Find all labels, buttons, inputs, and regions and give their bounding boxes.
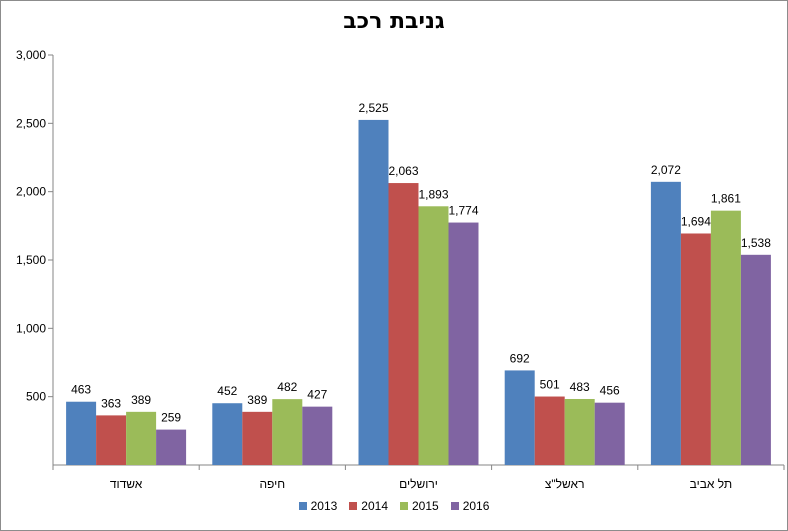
x-tick-label: ירושלים (399, 477, 438, 491)
bar-2014 (534, 396, 565, 465)
data-label: 1,694 (681, 214, 711, 228)
bar-2016 (156, 429, 187, 465)
legend-label: 2014 (361, 499, 388, 513)
bar-2016 (594, 402, 625, 465)
bar-2013 (212, 403, 243, 465)
data-label: 1,774 (448, 204, 478, 218)
y-tick-label: 3,000 (16, 48, 46, 62)
data-label: 482 (277, 380, 297, 394)
legend-swatch (400, 502, 408, 510)
bar-2016 (448, 222, 479, 465)
data-label: 463 (71, 383, 91, 397)
data-label: 389 (131, 393, 151, 407)
bar-2014 (242, 411, 273, 465)
bar-2013 (66, 401, 97, 465)
data-label: 1,538 (741, 236, 771, 250)
legend-swatch (450, 502, 459, 510)
bar-2014 (680, 233, 711, 465)
data-label: 1,861 (711, 192, 741, 206)
legend-label: 2016 (462, 499, 490, 513)
y-tick-label: 1,500 (16, 253, 46, 267)
legend-label: 2015 (412, 499, 439, 513)
data-label: 427 (307, 388, 327, 402)
data-label: 483 (570, 380, 590, 394)
bar-2013 (358, 119, 389, 466)
bar-2015 (126, 411, 157, 465)
y-tick-label: 2,000 (16, 185, 46, 199)
bar-2013 (650, 181, 681, 465)
x-tick-label: חיפה (259, 477, 285, 491)
y-tick-label: 500 (26, 390, 46, 404)
data-label: 456 (600, 384, 620, 398)
bar-2014 (388, 183, 419, 465)
data-label: 692 (510, 351, 530, 365)
legend-item: 2016 (450, 499, 490, 513)
data-label: 1,893 (418, 187, 448, 201)
legend: 2013 2014 2015 2016 (1, 499, 787, 513)
bar-2015 (564, 398, 595, 465)
bar-2016 (302, 406, 333, 465)
legend-swatch (298, 502, 307, 510)
y-tick-label: 1,000 (16, 321, 46, 335)
data-label: 2,063 (388, 164, 418, 178)
bar-2015 (272, 399, 303, 465)
data-label: 501 (540, 378, 560, 392)
data-label: 389 (247, 393, 267, 407)
data-label: 2,072 (651, 163, 681, 177)
legend-label: 2013 (310, 499, 338, 513)
bar-2013 (504, 370, 535, 465)
x-tick-label: אשדוד (110, 477, 143, 491)
data-label: 2,525 (358, 101, 388, 115)
legend-item: 2014 (349, 499, 388, 513)
bar-2014 (96, 415, 127, 465)
legend-item: 2015 (400, 499, 439, 513)
bar-2016 (740, 254, 771, 465)
bar-2015 (418, 206, 449, 466)
data-label: 259 (161, 411, 181, 425)
x-tick-label: תל אביב (690, 477, 733, 491)
legend-swatch (349, 502, 358, 510)
legend-item: 2013 (298, 499, 338, 513)
chart-title: גניבת רכב (343, 9, 445, 34)
data-label: 363 (101, 396, 121, 410)
y-tick-label: 2,500 (16, 116, 46, 130)
x-tick-label: ראשל"צ (545, 477, 585, 491)
data-label: 452 (217, 384, 237, 398)
bar-2015 (710, 210, 741, 465)
